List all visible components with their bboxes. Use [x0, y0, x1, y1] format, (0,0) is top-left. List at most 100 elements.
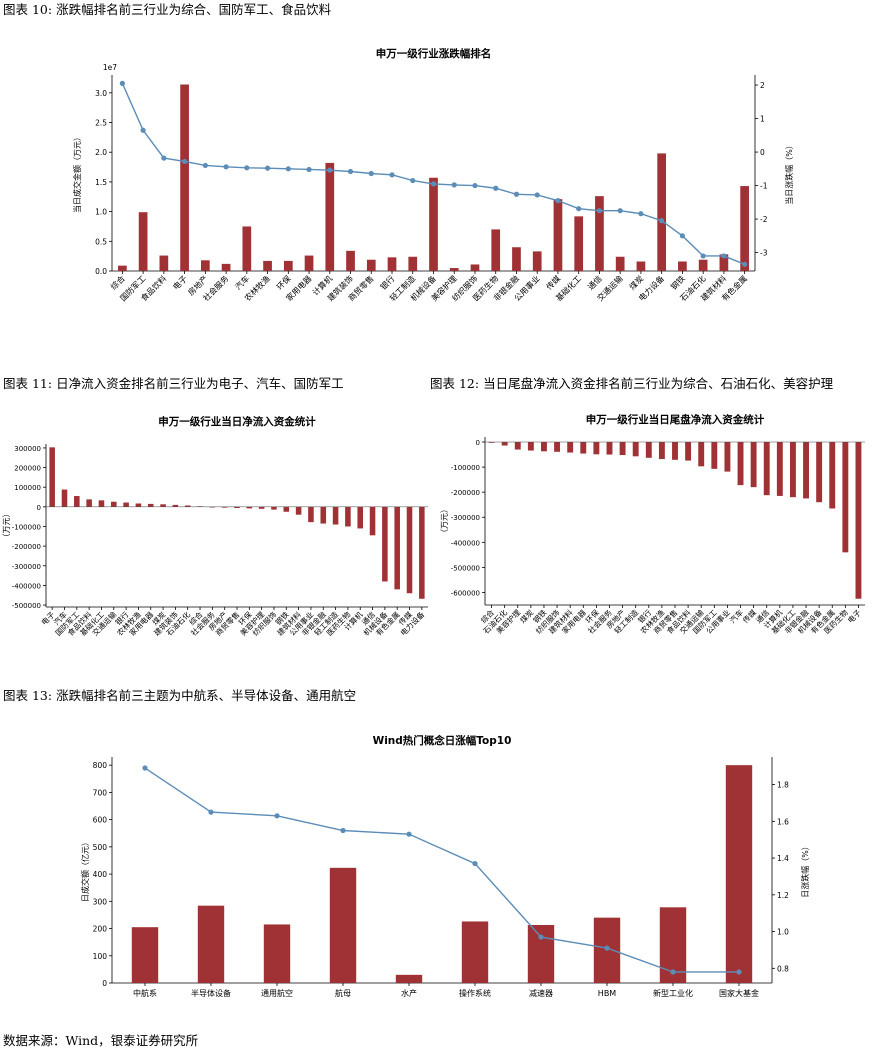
line-point [472, 860, 478, 867]
y-tick-label: 0 [102, 979, 107, 988]
bar [246, 506, 253, 509]
bar [172, 504, 179, 507]
y-tick-label: 3.0 [95, 89, 107, 98]
y-tick-label: -100000 [451, 464, 480, 472]
line-point [576, 206, 582, 212]
bar [180, 84, 189, 272]
line-point [406, 831, 412, 837]
bar [512, 247, 521, 271]
bar [118, 265, 127, 271]
bar [488, 442, 495, 443]
caption-fig13: 图表 13: 涨跌幅排名前三主题为中航系、半导体设备、通用航空 [3, 688, 357, 703]
bar [98, 500, 105, 507]
industry-rank-chart: 申万一级行业涨跌幅排名 0.0 0.5 1.0 1.5 2.0 2.5 3.0 1e7 当日成交金… [72, 47, 794, 303]
y2-tick-label: 2 [760, 81, 765, 90]
bar [419, 506, 425, 599]
y-axis-label: （万元） [440, 505, 449, 537]
bar [131, 927, 159, 983]
y-tick-label: 100 [93, 952, 108, 961]
bar [724, 442, 731, 472]
bar [855, 442, 862, 599]
bar [449, 268, 459, 271]
bar [357, 506, 363, 529]
x-tick-label: 电子 [171, 273, 189, 291]
line-point [451, 182, 457, 188]
bar [737, 442, 744, 486]
bar [197, 506, 203, 507]
bar [197, 905, 225, 983]
line-series [144, 767, 739, 973]
chart-title: 申万一级行业涨跌幅排名 [376, 47, 492, 60]
line-point [340, 827, 346, 834]
line-point [596, 208, 603, 214]
bar [271, 506, 277, 510]
bar [283, 260, 293, 271]
bar [615, 256, 625, 271]
bar [61, 489, 68, 507]
bar [829, 442, 836, 509]
bar [184, 505, 191, 507]
bar [221, 506, 228, 508]
bar [200, 260, 210, 271]
x-tick-label: 钢铁 [668, 273, 686, 291]
y2-tick-label: 1 [760, 115, 765, 124]
y-tick-label: 0.0 [95, 267, 107, 276]
caption-fig10: 图表 10: 涨跌幅排名前三行业为综合、国防军工、食品饮料 [3, 2, 332, 17]
bar [593, 442, 600, 455]
y2-tick-label: 1.6 [777, 817, 789, 826]
bar [382, 506, 388, 582]
bar [698, 259, 708, 271]
x-tick-label: 通用航空 [261, 988, 293, 998]
bar [574, 216, 584, 271]
line-point [161, 155, 167, 161]
bar [750, 442, 757, 488]
bar [366, 259, 376, 271]
line-point [142, 765, 148, 771]
x-tick-label: 环保 [274, 273, 292, 291]
bar [470, 264, 480, 271]
x-tick-label: 操作系统 [459, 988, 491, 998]
bar [159, 255, 169, 271]
x-tick-label: 减速器 [529, 988, 553, 998]
bar [74, 496, 80, 507]
line-point [264, 165, 271, 171]
x-tick-label: 煤炭 [627, 273, 645, 291]
y-tick-label: -500000 [12, 602, 41, 610]
y2-tick-label: 1.2 [777, 891, 789, 900]
bar [678, 261, 687, 271]
x-tick-label: 水产 [401, 988, 417, 998]
caption-fig12: 图表 12: 当日尾盘净流入资金排名前三行业为综合、石油石化、美容护理 [430, 376, 834, 391]
bar [123, 502, 129, 507]
y-tick-label: 300 [93, 897, 108, 906]
bar [408, 256, 418, 271]
bar [789, 442, 796, 498]
y-tick-label: -100000 [12, 523, 41, 531]
x-tick-label: HBM [598, 989, 617, 998]
bar [491, 229, 501, 271]
line-point [223, 164, 229, 170]
y-tick-label: 2.0 [95, 148, 107, 157]
bar [49, 447, 55, 507]
y-tick-label: 0 [37, 504, 41, 512]
line-point [538, 934, 544, 940]
line-point [181, 158, 188, 165]
y-tick-label: 600 [93, 816, 108, 825]
line-point [604, 945, 610, 951]
y-axis-label: （万元） [2, 510, 11, 542]
line-point [493, 185, 499, 191]
bar [580, 442, 587, 454]
bar [842, 442, 849, 553]
x-tick-label: 通信 [585, 273, 603, 291]
bar [283, 506, 290, 512]
bar [304, 255, 314, 271]
bar [209, 506, 216, 508]
bar [369, 506, 376, 536]
x-tick-label: 航母 [335, 988, 351, 998]
line-point [534, 192, 540, 198]
bar [619, 442, 626, 456]
y-tick-label: 1.5 [95, 178, 107, 187]
line-point [721, 253, 727, 259]
y-scale-label: 1e7 [103, 63, 117, 72]
bar [147, 503, 154, 507]
bar [658, 442, 665, 460]
